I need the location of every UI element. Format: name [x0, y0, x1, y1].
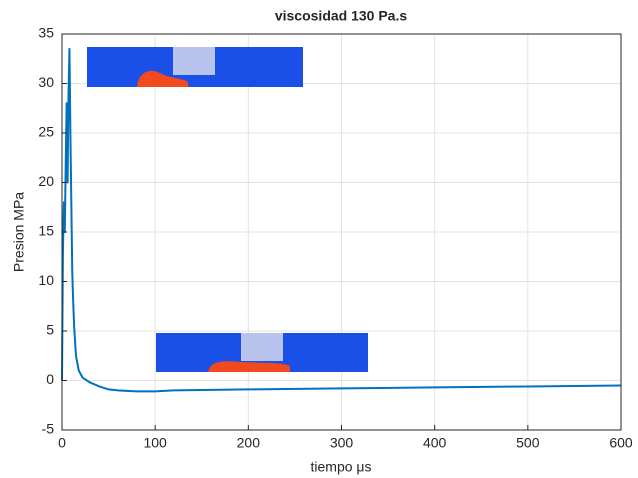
- inset-plunger: [173, 47, 215, 75]
- y-tick-label: 15: [38, 223, 54, 239]
- inset-top: [87, 47, 303, 87]
- y-tick-label: -5: [42, 421, 55, 437]
- y-tick-label: 30: [38, 74, 54, 90]
- x-tick-label: 600: [609, 435, 633, 451]
- x-tick-label: 500: [516, 435, 540, 451]
- x-tick-label: 200: [237, 435, 261, 451]
- x-tick-label: 0: [58, 435, 66, 451]
- y-tick-label: 35: [38, 25, 54, 41]
- x-tick-label: 300: [330, 435, 354, 451]
- chart-title: viscosidad 130 Pa.s: [275, 8, 408, 24]
- data-line: [61, 47, 622, 393]
- inset-fluid: [137, 70, 188, 87]
- y-tick-label: 20: [38, 173, 54, 189]
- x-axis-label: tiempo μs: [311, 459, 372, 475]
- inset-plunger: [241, 333, 283, 361]
- inset-fluid: [208, 361, 290, 372]
- x-tick-label: 400: [423, 435, 447, 451]
- y-tick-label: 25: [38, 124, 54, 140]
- y-tick-label: 5: [46, 322, 54, 338]
- x-tick-label: 100: [143, 435, 167, 451]
- y-axis-label: Presion MPa: [11, 192, 27, 272]
- y-tick-label: 10: [38, 272, 54, 288]
- y-tick-label: 0: [46, 371, 54, 387]
- inset-bottom: [156, 333, 368, 372]
- lines: [61, 47, 622, 393]
